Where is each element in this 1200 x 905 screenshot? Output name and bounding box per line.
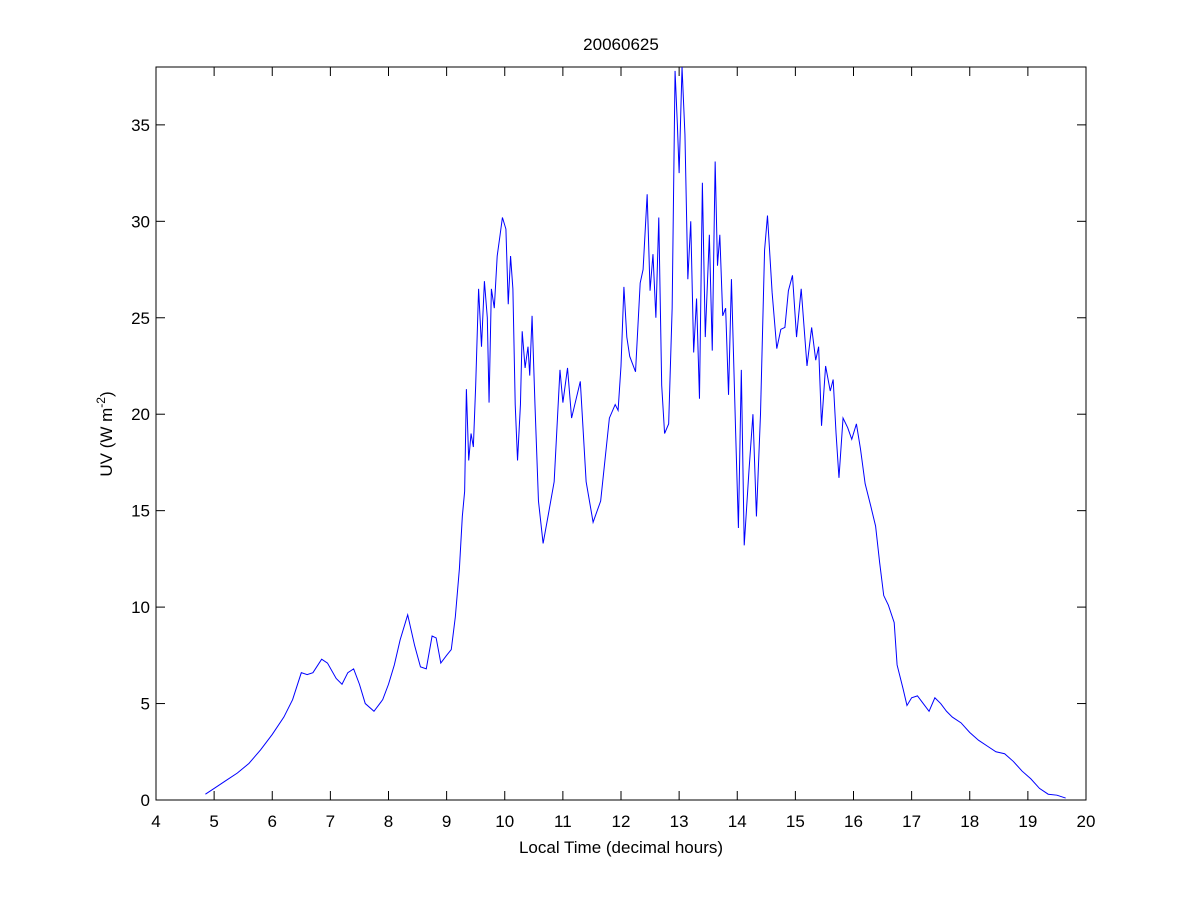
- axes-box: [155, 66, 1087, 801]
- y-label-part: ): [97, 391, 116, 397]
- x-tick-label: 5: [209, 812, 218, 831]
- y-tick-label: 35: [131, 116, 150, 135]
- x-tick-label: 10: [495, 812, 514, 831]
- y-tick-label: 0: [141, 791, 150, 810]
- x-tick-label: 4: [151, 812, 160, 831]
- y-tick-label: 25: [131, 309, 150, 328]
- x-tick-label: 13: [670, 812, 689, 831]
- x-tick-label: 11: [554, 812, 572, 831]
- y-label-sup: -2: [94, 397, 108, 408]
- x-tick-label: 7: [326, 812, 335, 831]
- x-tick-label: 15: [786, 812, 805, 831]
- y-axis-label: UV (W m-2): [94, 391, 116, 476]
- chart-title: 20060625: [583, 35, 659, 54]
- x-tick-label: 8: [384, 812, 393, 831]
- x-tick-label: 20: [1077, 812, 1096, 831]
- y-tick-label: 20: [131, 405, 150, 424]
- x-tick-label: 19: [1018, 812, 1037, 831]
- x-tick-label: 6: [268, 812, 277, 831]
- x-tick-label: 18: [960, 812, 979, 831]
- y-tick-label: 5: [141, 695, 150, 714]
- x-tick-label: 14: [728, 812, 747, 831]
- y-tick-label: 15: [131, 502, 150, 521]
- x-axis-label: Local Time (decimal hours): [519, 838, 723, 857]
- x-tick-label: 9: [442, 812, 451, 831]
- y-tick-label: 10: [131, 598, 150, 617]
- data-line: [205, 66, 1066, 799]
- y-tick-label: 30: [131, 212, 150, 231]
- y-label-part: UV (W m: [97, 408, 116, 477]
- x-tick-label: 16: [844, 812, 863, 831]
- x-tick-label: 12: [612, 812, 631, 831]
- x-tick-label: 17: [902, 812, 921, 831]
